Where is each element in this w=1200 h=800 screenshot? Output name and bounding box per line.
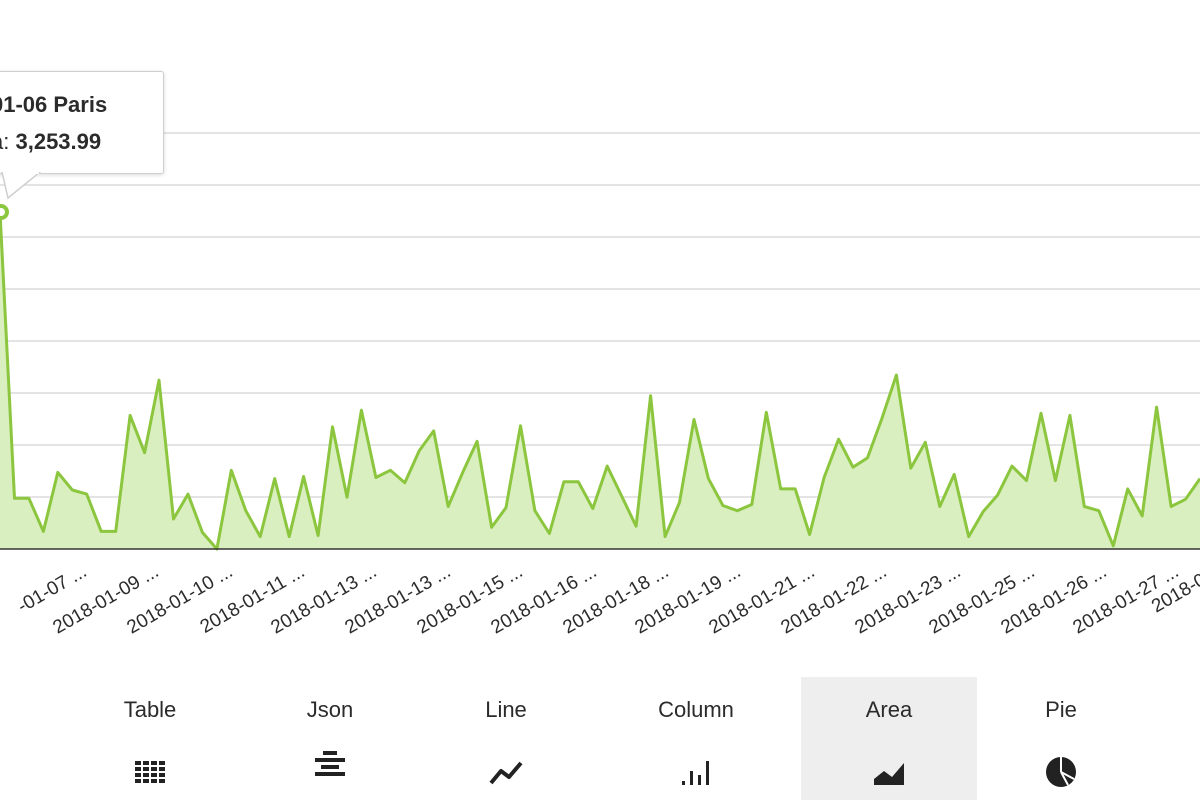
json-icon xyxy=(315,751,345,776)
viz-button-pie[interactable]: Pie xyxy=(973,677,1149,800)
tooltip-caret xyxy=(1,172,42,200)
viz-button-line[interactable]: Line xyxy=(418,677,594,800)
viz-button-label: Table xyxy=(123,697,177,722)
area-series-fill xyxy=(0,212,1200,549)
area-series-line[interactable] xyxy=(0,211,1200,551)
area-chart-icon xyxy=(874,763,904,785)
pie-chart-icon xyxy=(1046,757,1076,787)
viz-button-column[interactable]: Column xyxy=(608,677,784,800)
tooltip-value-row: a: 3,253.99 xyxy=(0,129,101,155)
viz-button-label: Area xyxy=(865,697,913,722)
area-chart: -01-07 ...2018-01-09 ...2018-01-10 ...20… xyxy=(0,132,1200,638)
viz-button-json[interactable]: Json xyxy=(242,677,418,800)
viz-button-label: Line xyxy=(485,697,527,722)
chart-area: -01-07 ... 2018-01-09 ... 2018-01-10 ... 20… xyxy=(0,71,1200,638)
column-chart-icon xyxy=(682,761,709,785)
tooltip-value: 3,253.99 xyxy=(15,129,102,154)
viz-button-label: Column xyxy=(658,697,734,722)
viz-button-area[interactable]: Area xyxy=(801,677,977,800)
table-icon xyxy=(135,761,165,783)
line-chart-icon xyxy=(489,761,523,785)
chart-tooltip: 01-06 Paris a: 3,253.99 xyxy=(0,71,164,174)
hover-data-point[interactable] xyxy=(0,204,9,220)
viz-button-label: Pie xyxy=(1045,697,1077,722)
tooltip-series-label: a: xyxy=(0,129,10,154)
viz-button-table[interactable]: Table xyxy=(62,677,238,800)
tooltip-title: 01-06 Paris xyxy=(0,92,108,117)
grid-lines xyxy=(0,132,1200,498)
viz-button-label: Json xyxy=(306,697,354,722)
x-axis-tick-labels: -01-07 ...2018-01-09 ...2018-01-10 ...20… xyxy=(14,561,1200,638)
visualization-type-bar: Table Json Line Column xyxy=(0,675,1200,800)
